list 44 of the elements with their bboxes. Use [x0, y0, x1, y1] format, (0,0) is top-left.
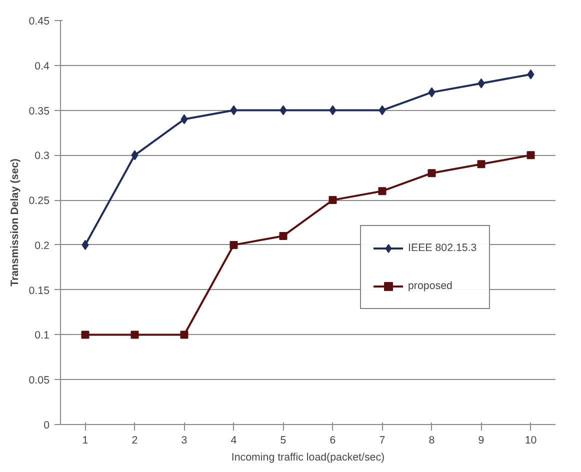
- point: [130, 330, 139, 339]
- legend-label: IEEE 802.15.3: [408, 242, 477, 254]
- point: [428, 87, 436, 98]
- x-tick-label: 5: [280, 434, 286, 446]
- x-tick-label: 4: [230, 434, 237, 446]
- x-tick-label: 3: [181, 434, 188, 446]
- y-tick-label: 0.3: [34, 150, 50, 162]
- legend-label: proposed: [408, 280, 452, 292]
- point: [378, 105, 386, 116]
- x-axis-title: Incoming traffic load(packet/sec): [231, 452, 385, 464]
- point: [230, 240, 238, 249]
- point: [81, 330, 90, 339]
- point: [478, 78, 485, 88]
- point: [428, 169, 436, 178]
- x-tick-label: 6: [330, 434, 336, 446]
- x-tick-label: 2: [132, 434, 138, 446]
- point: [329, 105, 336, 116]
- x-tick-label: 10: [524, 434, 537, 446]
- point: [279, 232, 288, 240]
- x-tick-label: 7: [379, 434, 386, 446]
- x-tick-label: 1: [82, 434, 88, 446]
- y-tick-label: 0.35: [28, 105, 50, 118]
- point: [280, 105, 287, 116]
- y-tick-label: 0.05: [28, 374, 50, 387]
- point: [230, 105, 238, 116]
- y-tick-label: 0.4: [34, 60, 50, 72]
- point: [378, 187, 386, 196]
- x-tick-label: 8: [428, 434, 435, 446]
- y-axis-title: Transmission Delay (sec): [8, 158, 21, 286]
- point: [527, 69, 534, 80]
- point: [526, 151, 535, 160]
- point: [82, 240, 89, 250]
- point: [477, 160, 486, 168]
- y-tick-label: 0.2: [34, 240, 50, 252]
- y-tick-label: 0.1: [34, 330, 50, 342]
- x-tick-label: 9: [478, 434, 484, 446]
- y-tick-label: 0.15: [28, 284, 50, 297]
- point: [131, 150, 138, 160]
- y-tick-label: 0.45: [28, 16, 50, 28]
- point: [180, 330, 188, 339]
- y-tick-label: 0.25: [28, 195, 50, 208]
- y-tick-label: 0: [44, 420, 50, 432]
- point: [328, 196, 337, 204]
- point: [180, 114, 188, 124]
